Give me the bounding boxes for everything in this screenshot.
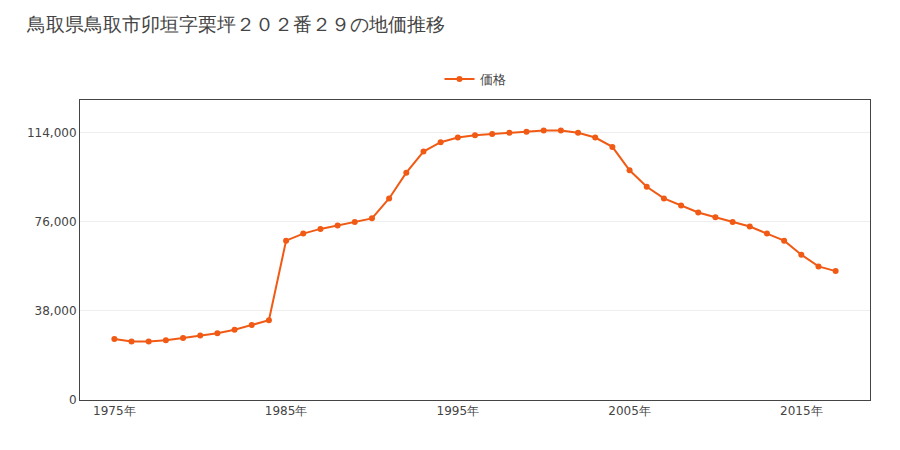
svg-text:2005年: 2005年 bbox=[608, 404, 651, 418]
svg-text:鳥取県鳥取市卯垣字栗坪２０２番２９の地価推移: 鳥取県鳥取市卯垣字栗坪２０２番２９の地価推移 bbox=[26, 13, 445, 35]
svg-text:76,000: 76,000 bbox=[35, 215, 77, 229]
svg-text:2015年: 2015年 bbox=[780, 404, 823, 418]
svg-text:1985年: 1985年 bbox=[265, 404, 308, 418]
svg-text:38,000: 38,000 bbox=[35, 304, 77, 318]
svg-text:1975年: 1975年 bbox=[93, 404, 136, 418]
svg-text:1995年: 1995年 bbox=[437, 404, 480, 418]
svg-text:0: 0 bbox=[69, 393, 77, 407]
svg-text:価格: 価格 bbox=[480, 72, 506, 87]
svg-text:114,000: 114,000 bbox=[27, 126, 77, 140]
